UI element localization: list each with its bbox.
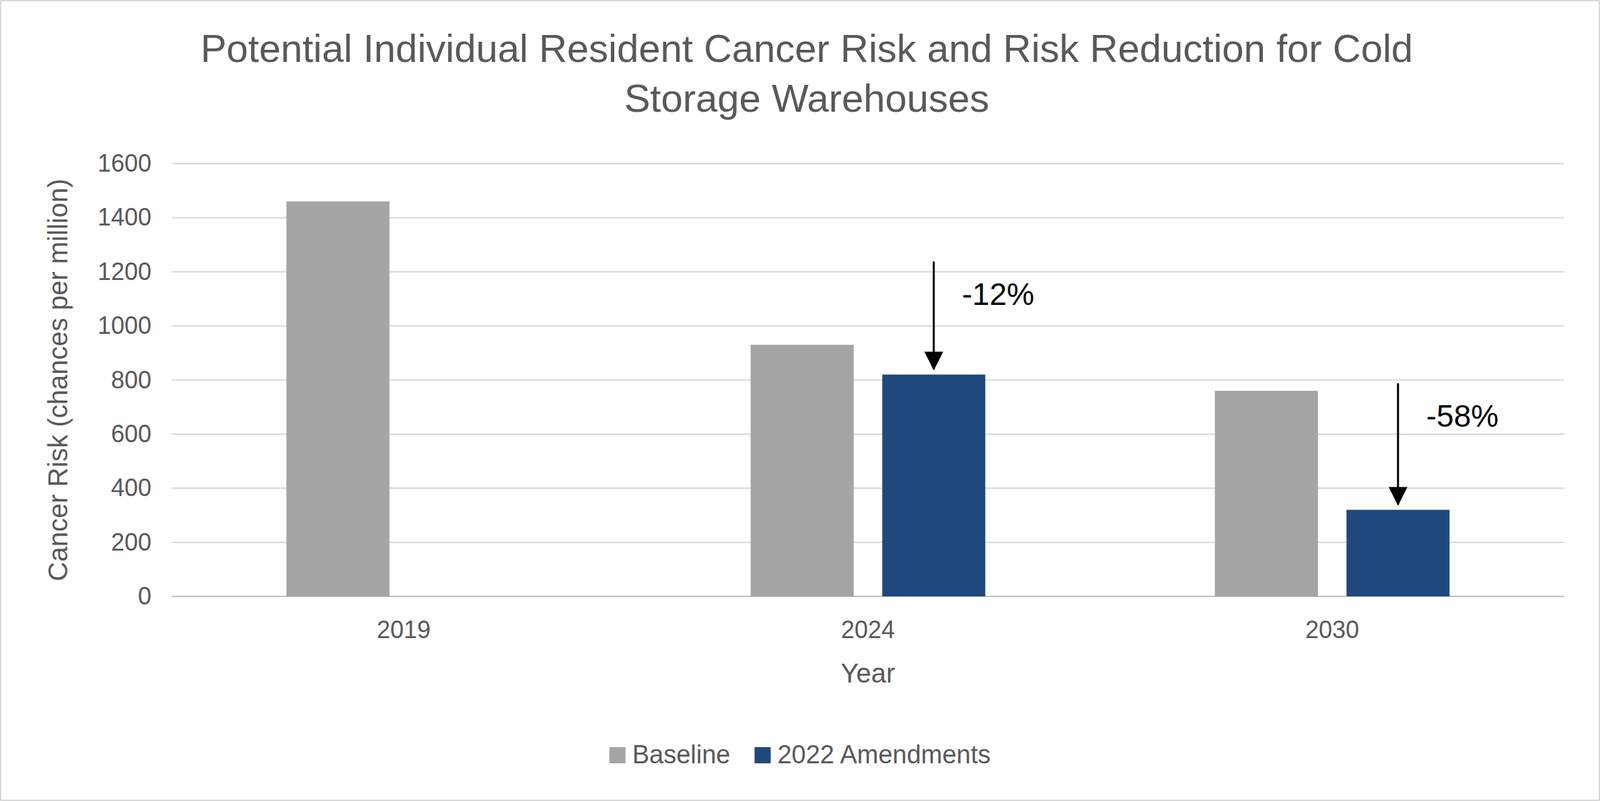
- y-tick-label: 800: [111, 366, 152, 394]
- legend-label: 2022 Amendments: [777, 740, 991, 769]
- y-tick-label: 1200: [97, 257, 152, 286]
- bar: [1215, 390, 1319, 597]
- y-tick-label: 1600: [97, 149, 152, 177]
- y-tick-label: 1000: [97, 311, 152, 340]
- legend-swatch: [609, 746, 626, 763]
- annotation: -58%: [1426, 398, 1499, 434]
- legend-swatch: [754, 746, 771, 763]
- y-tick-label: 0: [137, 582, 152, 610]
- x-axis-title: Year: [841, 658, 896, 688]
- legend-label: Baseline: [632, 740, 731, 769]
- y-tick-label: 400: [111, 473, 152, 502]
- annotation-arrow: [1396, 382, 1399, 504]
- x-tick-label: 2024: [841, 615, 895, 644]
- bar: [750, 344, 854, 597]
- y-tick-label: 600: [111, 419, 152, 448]
- y-axis-title: Cancer Risk (chances per million): [43, 178, 73, 582]
- grid-line: [171, 162, 1565, 165]
- bar: [1346, 509, 1450, 597]
- chart: 0 200 400 600 800 1000 1200 1400 1600 2019 2024 203…: [0, 0, 1600, 801]
- legend: Baseline 2022 Amendments: [609, 740, 992, 769]
- bar: [882, 374, 986, 597]
- x-tick-label: 2019: [376, 615, 431, 644]
- y-tick-label: 200: [111, 528, 152, 556]
- title: Potential Individual Resident Cancer Ris…: [200, 26, 1413, 120]
- bars: [286, 201, 1450, 597]
- x-tick-label: 2030: [1305, 615, 1360, 644]
- y-tick-label: 1400: [97, 203, 152, 231]
- annotation-arrow: [932, 261, 935, 369]
- bar: [286, 201, 390, 597]
- annotation: -12%: [962, 276, 1035, 312]
- chart-frame: [0, 0, 1600, 800]
